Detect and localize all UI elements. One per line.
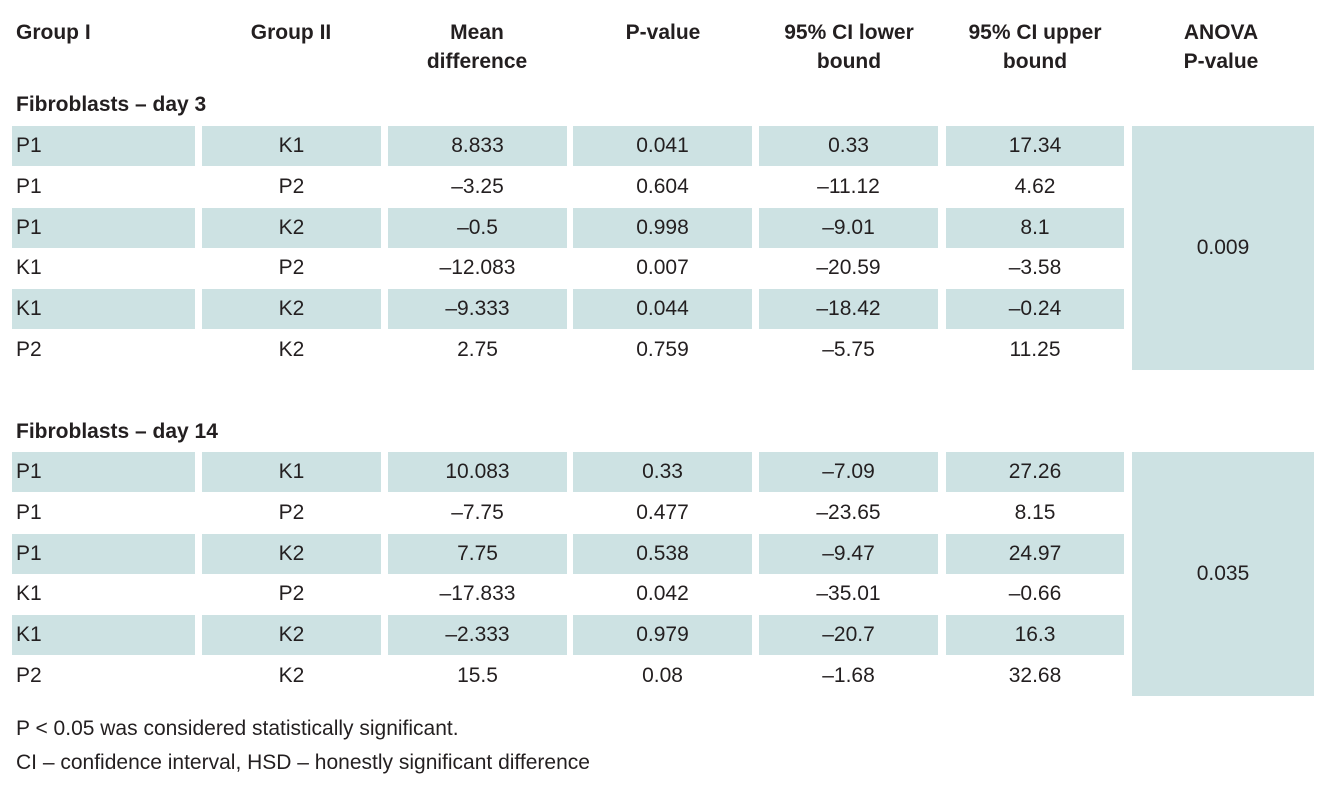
cell-group-i: K1 bbox=[12, 289, 195, 329]
cell-ci-upper: –3.58 bbox=[1008, 256, 1062, 279]
cell-group-ii: P2 bbox=[278, 501, 305, 524]
cell-ci-lower: –5.75 bbox=[822, 338, 875, 361]
cell-mean-difference: 7.75 bbox=[388, 534, 567, 574]
cell-p-value: 0.979 bbox=[573, 615, 752, 655]
cell-group-i: P1 bbox=[12, 126, 195, 166]
header-p-value: P-value bbox=[625, 21, 701, 44]
cell-group-i: P1 bbox=[16, 175, 42, 198]
cell-p-value: 0.041 bbox=[573, 126, 752, 166]
cell-group-i: P2 bbox=[16, 664, 42, 687]
cell-p-value: 0.33 bbox=[573, 452, 752, 492]
cell-mean-difference: –12.083 bbox=[439, 256, 516, 279]
cell-group-ii: K2 bbox=[202, 208, 381, 248]
cell-group-i: P1 bbox=[12, 452, 195, 492]
cell-p-value: 0.044 bbox=[573, 289, 752, 329]
cell-ci-upper: 8.1 bbox=[946, 208, 1124, 248]
cell-group-ii: P2 bbox=[278, 175, 305, 198]
cell-group-i: P1 bbox=[16, 501, 42, 524]
cell-ci-upper: 27.26 bbox=[946, 452, 1124, 492]
cell-group-ii: K2 bbox=[278, 664, 305, 687]
cell-p-value: 0.477 bbox=[636, 501, 689, 524]
header-ci-upper: 95% CI upper bound bbox=[968, 21, 1102, 73]
cell-ci-upper: 11.25 bbox=[1009, 338, 1061, 361]
cell-mean-difference: 15.5 bbox=[457, 664, 498, 687]
header-anova-p-value: ANOVA P-value bbox=[1183, 21, 1259, 73]
cell-p-value: 0.08 bbox=[642, 664, 683, 687]
header-ci-lower: 95% CI lower bound bbox=[784, 21, 914, 73]
cell-mean-difference: 8.833 bbox=[388, 126, 567, 166]
cell-group-ii: K1 bbox=[202, 126, 381, 166]
cell-ci-upper: 4.62 bbox=[1014, 175, 1056, 198]
cell-ci-lower: 0.33 bbox=[759, 126, 938, 166]
cell-ci-lower: –23.65 bbox=[816, 501, 881, 524]
cell-ci-upper: 8.15 bbox=[1014, 501, 1056, 524]
cell-group-i: P2 bbox=[16, 338, 42, 361]
cell-p-value: 0.998 bbox=[573, 208, 752, 248]
cell-ci-upper: 32.68 bbox=[1008, 664, 1062, 687]
cell-group-i: K1 bbox=[16, 582, 42, 605]
footnote: P < 0.05 was considered statistically si… bbox=[16, 717, 459, 740]
cell-group-i: P1 bbox=[12, 534, 195, 574]
section-title: Fibroblasts – day 3 bbox=[16, 93, 207, 116]
footnote: CI – confidence interval, HSD – honestly… bbox=[16, 751, 590, 774]
cell-group-ii: K2 bbox=[202, 534, 381, 574]
cell-ci-upper: 16.3 bbox=[946, 615, 1124, 655]
cell-mean-difference: 10.083 bbox=[388, 452, 567, 492]
cell-group-i: K1 bbox=[16, 256, 42, 279]
cell-ci-lower: –9.47 bbox=[759, 534, 938, 574]
anova-p-value-cell: 0.035 bbox=[1132, 452, 1314, 696]
cell-mean-difference: –9.333 bbox=[388, 289, 567, 329]
header-mean-difference: Mean difference bbox=[426, 21, 528, 73]
header-group-ii: Group II bbox=[250, 21, 332, 44]
header-group-i: Group I bbox=[16, 21, 91, 44]
cell-group-ii: P2 bbox=[278, 256, 305, 279]
cell-ci-lower: –20.7 bbox=[759, 615, 938, 655]
cell-mean-difference: –17.833 bbox=[439, 582, 516, 605]
cell-mean-difference: –3.25 bbox=[451, 175, 504, 198]
cell-ci-upper: 17.34 bbox=[946, 126, 1124, 166]
cell-ci-lower: –9.01 bbox=[759, 208, 938, 248]
cell-ci-lower: –11.12 bbox=[817, 175, 880, 198]
cell-p-value: 0.042 bbox=[636, 582, 689, 605]
cell-p-value: 0.007 bbox=[636, 256, 689, 279]
cell-group-ii: K2 bbox=[202, 289, 381, 329]
cell-ci-upper: –0.24 bbox=[946, 289, 1124, 329]
cell-group-ii: K2 bbox=[202, 615, 381, 655]
cell-p-value: 0.604 bbox=[636, 175, 689, 198]
cell-group-ii: P2 bbox=[278, 582, 305, 605]
cell-group-i: K1 bbox=[12, 615, 195, 655]
cell-ci-lower: –20.59 bbox=[816, 256, 881, 279]
cell-mean-difference: –7.75 bbox=[451, 501, 504, 524]
cell-ci-lower: –18.42 bbox=[759, 289, 938, 329]
cell-ci-lower: –7.09 bbox=[759, 452, 938, 492]
cell-ci-upper: 24.97 bbox=[946, 534, 1124, 574]
cell-ci-lower: –35.01 bbox=[816, 582, 881, 605]
section-title: Fibroblasts – day 14 bbox=[16, 420, 218, 443]
cell-ci-lower: –1.68 bbox=[822, 664, 875, 687]
cell-mean-difference: –0.5 bbox=[388, 208, 567, 248]
cell-group-ii: K2 bbox=[278, 338, 305, 361]
cell-mean-difference: –2.333 bbox=[388, 615, 567, 655]
cell-group-ii: K1 bbox=[202, 452, 381, 492]
anova-p-value-cell: 0.009 bbox=[1132, 126, 1314, 370]
cell-p-value: 0.538 bbox=[573, 534, 752, 574]
cell-ci-upper: –0.66 bbox=[1008, 582, 1062, 605]
cell-group-i: P1 bbox=[12, 208, 195, 248]
cell-p-value: 0.759 bbox=[636, 338, 689, 361]
cell-mean-difference: 2.75 bbox=[457, 338, 498, 361]
